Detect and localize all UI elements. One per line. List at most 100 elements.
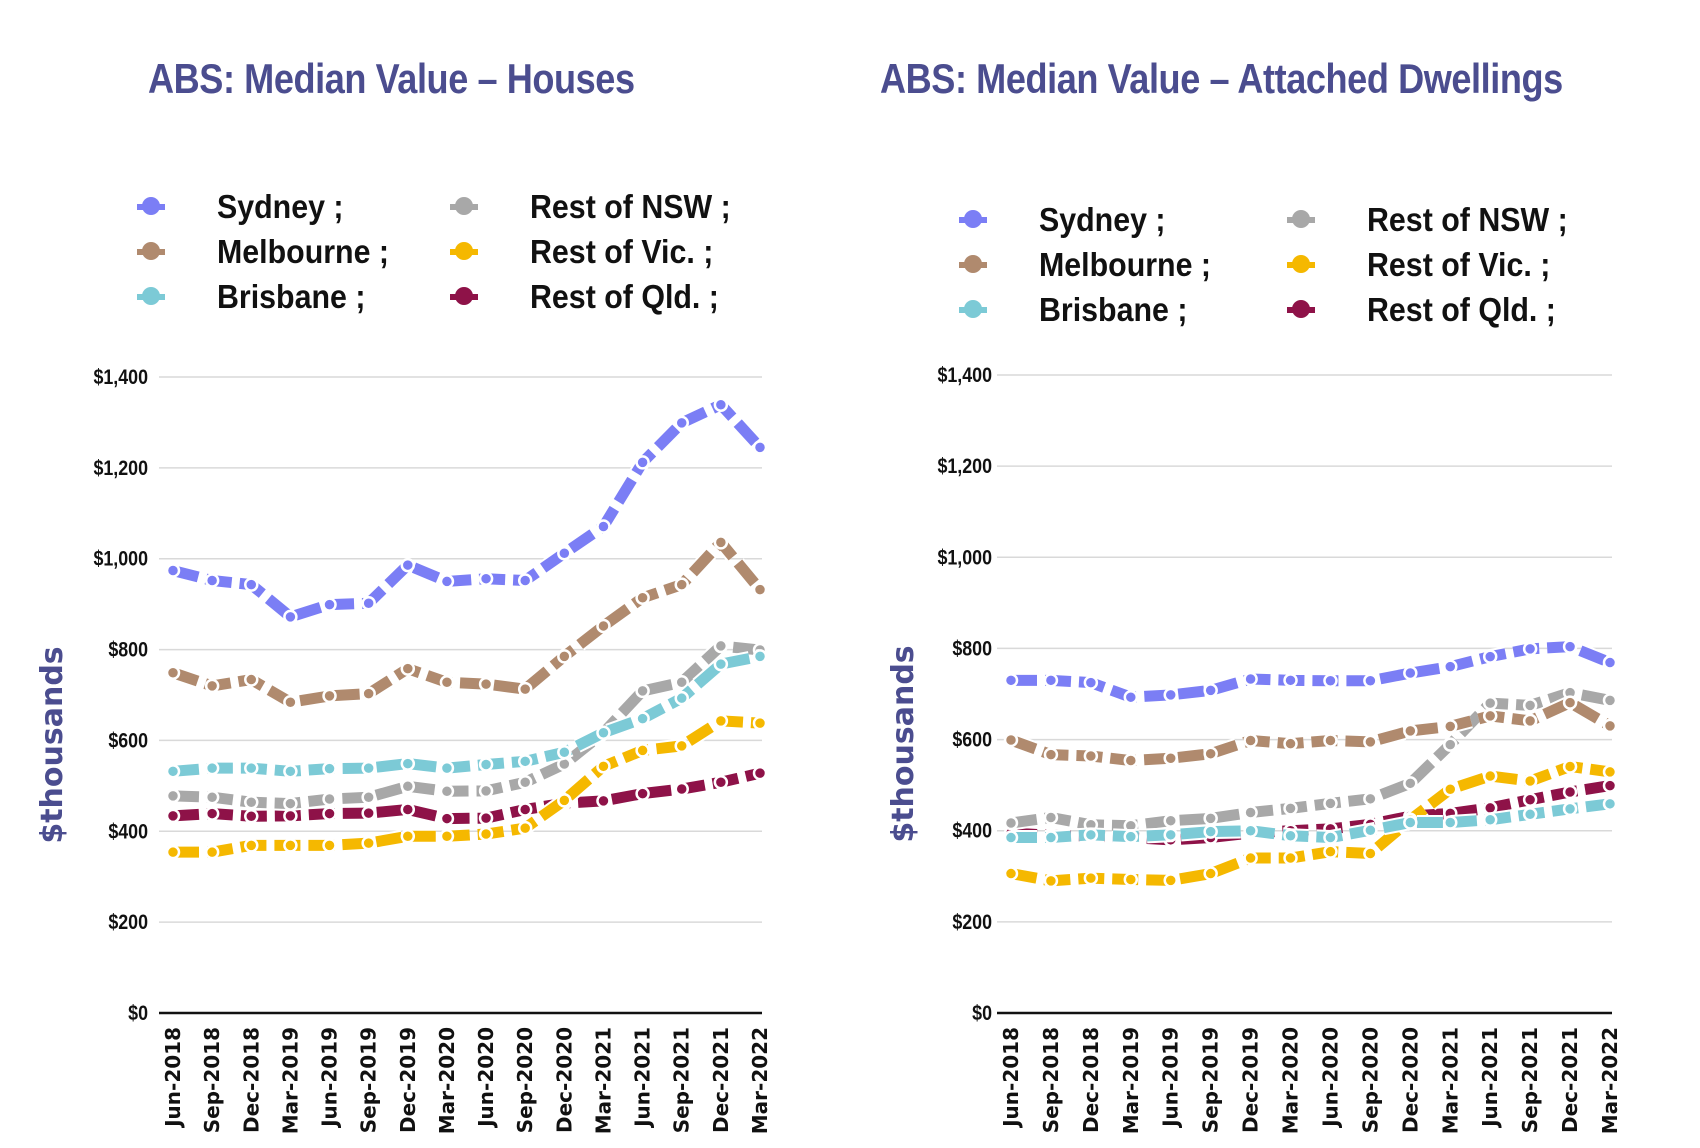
houses-x-tick-label: Jun-2019	[318, 1027, 342, 1129]
houses-rest-of-vic-point	[557, 793, 572, 808]
attached-melbourne-point	[1522, 713, 1538, 729]
houses-rest-of-vic-point	[165, 844, 181, 860]
attached-rest-of-vic-point	[1602, 764, 1618, 780]
houses-sydney-point	[674, 415, 689, 431]
attached-rest-of-nsw-point	[1403, 776, 1418, 791]
attached-sydney-point	[1163, 687, 1178, 703]
attached-rest-of-nsw-point	[1283, 801, 1298, 816]
houses-brisbane-point	[400, 756, 416, 771]
attached-y-tick-label: $200	[952, 911, 992, 935]
legend-item-melbourne: Melbourne ;	[955, 246, 1226, 284]
houses-melbourne-point	[478, 676, 494, 692]
attached-rest-of-nsw-point	[1482, 695, 1498, 711]
houses-x-tick-label: Sep-2020	[513, 1027, 537, 1133]
legend-marker-icon	[1283, 210, 1319, 230]
houses-x-tick-label: Jun-2021	[631, 1027, 655, 1129]
attached-sydney-point	[1602, 655, 1618, 670]
legend-label: Brisbane ;	[217, 278, 366, 315]
houses-rest-of-vic-point	[439, 829, 455, 844]
houses-x-tick-label: Mar-2019	[278, 1027, 302, 1134]
houses-rest-of-vic-line	[173, 715, 761, 858]
houses-sydney-point	[596, 519, 611, 534]
houses-sydney-point	[439, 574, 455, 589]
houses-sydney-point	[361, 595, 376, 611]
houses-rest-of-vic-point	[596, 759, 611, 774]
houses-x-tick-label: Jun-2020	[474, 1027, 498, 1129]
houses-melbourne-point	[635, 590, 650, 606]
attached-sydney-point	[1043, 673, 1059, 688]
attached-melbourne-point	[1283, 736, 1298, 751]
legend-item-rest-of-nsw: Rest of NSW ;	[1283, 201, 1585, 239]
legend-label: Sydney ;	[217, 188, 344, 225]
houses-melbourne-point	[517, 681, 533, 697]
attached-sydney-point	[1403, 665, 1418, 681]
attached-brisbane-point	[1363, 823, 1378, 838]
houses-melbourne-point	[322, 688, 337, 704]
legend-marker-icon	[955, 210, 991, 230]
houses-rest-of-vic-point	[204, 844, 220, 860]
attached-brisbane-point	[1602, 796, 1618, 812]
houses-y-tick-label: $800	[108, 638, 148, 662]
houses-rest-of-qld-point	[635, 786, 650, 801]
houses-rest-of-qld-point	[322, 806, 337, 821]
houses-sydney-point	[557, 546, 572, 561]
attached-melbourne-point	[1562, 695, 1578, 710]
attached-rest-of-vic-point	[1043, 873, 1059, 889]
legend-label: Rest of Vic. ;	[530, 233, 714, 270]
legend-item-brisbane: Brisbane ;	[133, 278, 378, 316]
houses-rest-of-qld-line	[172, 767, 762, 825]
houses-melbourne-point	[204, 678, 220, 694]
houses-brisbane-point	[204, 760, 220, 776]
houses-brisbane-point	[322, 761, 337, 776]
attached-y-tick-label: $1,000	[937, 546, 992, 570]
attached-brisbane-point	[1522, 807, 1538, 822]
houses-sydney-point	[322, 597, 337, 612]
attached-melbourne-line	[1009, 697, 1613, 767]
houses-brisbane-point	[478, 757, 494, 772]
attached-y-tick-label: $1,200	[937, 455, 992, 479]
houses-x-tick-label: Sep-2021	[670, 1027, 694, 1133]
attached-rest-of-vic-point	[1562, 759, 1578, 774]
houses-rest-of-qld-point	[400, 802, 416, 817]
houses-brisbane-point	[596, 725, 611, 740]
houses-y-tick-label: $1,200	[93, 457, 148, 481]
legend-marker-icon	[446, 242, 482, 262]
attached-x-tick-label: Dec-2021	[1558, 1027, 1582, 1133]
houses-rest-of-qld-point	[674, 781, 689, 797]
attached-x-tick-label: Sep-2020	[1358, 1027, 1382, 1133]
houses-sydney-point	[204, 573, 220, 588]
attached-brisbane-point	[1243, 823, 1258, 838]
houses-melbourne-point	[400, 661, 416, 676]
legend-item-melbourne: Melbourne ;	[133, 233, 404, 271]
attached-brisbane-point	[1003, 830, 1019, 845]
attached-rest-of-qld-point	[1522, 792, 1538, 807]
houses-rest-of-vic-point	[713, 713, 729, 729]
legend-label: Rest of Qld. ;	[1367, 291, 1556, 328]
houses-rest-of-vic-point	[283, 838, 298, 853]
attached-melbourne-point	[1363, 734, 1378, 750]
houses-rest-of-nsw-line	[172, 640, 761, 810]
houses-rest-of-vic-point	[674, 738, 689, 754]
houses-rest-of-qld-point	[439, 811, 455, 826]
attached-x-tick-label: Mar-2021	[1438, 1027, 1462, 1134]
attached-melbourne-point	[1443, 719, 1458, 734]
houses-x-tick-label: Dec-2021	[709, 1027, 733, 1133]
legend-marker-icon	[1283, 255, 1319, 275]
houses-rest-of-qld-point	[478, 810, 494, 826]
houses-y-axis-title: $thousands	[35, 646, 70, 843]
attached-rest-of-vic-point	[1203, 866, 1218, 881]
attached-y-tick-label: $1,400	[937, 364, 992, 388]
houses-melbourne-line	[171, 536, 765, 708]
attached-melbourne-point	[1083, 748, 1099, 764]
houses-rest-of-qld-point	[596, 793, 611, 809]
houses-chart-title: ABS: Median Value – Houses	[148, 55, 635, 102]
houses-brisbane-point	[713, 656, 729, 672]
attached-x-tick-label: Dec-2020	[1398, 1027, 1422, 1133]
attached-x-tick-label: Jun-2020	[1318, 1027, 1342, 1129]
attached-rest-of-vic-line	[1010, 760, 1611, 887]
houses-rest-of-nsw-point	[165, 788, 181, 804]
houses-rest-of-vic-point	[635, 743, 650, 758]
houses-rest-of-qld-point	[244, 809, 259, 824]
attached-x-tick-label: Dec-2018	[1079, 1027, 1103, 1133]
legend-marker-icon	[133, 242, 169, 262]
